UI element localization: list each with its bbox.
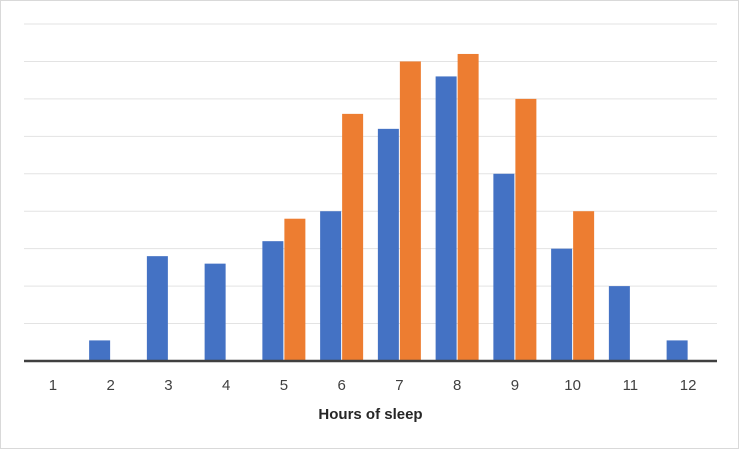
bar-series-1-2 [89,340,111,361]
x-axis-title: Hours of sleep [318,406,422,423]
bar-series-1-7 [377,128,399,361]
bar-series-1-11 [608,286,630,361]
x-axis-tick-labels: 1 2 3 4 5 6 7 8 9 10 11 12 [49,377,697,394]
x-tick-label-2: 2 [106,377,114,394]
x-tick-label-1: 1 [49,377,57,394]
bar-series-1-12 [666,340,688,361]
bar-series-1-6 [320,211,342,361]
x-tick-label-9: 9 [511,377,519,394]
bar-series-2-5 [284,218,306,361]
x-tick-label-8: 8 [453,377,461,394]
bar-series-1-5 [262,241,284,361]
bar-series-1-8 [435,76,457,361]
bar-series-2-9 [515,98,537,361]
bar-series-2-10 [573,211,595,361]
x-tick-label-10: 10 [564,377,581,394]
x-tick-label-5: 5 [280,377,288,394]
bar-series-1-9 [493,173,515,361]
x-tick-label-4: 4 [222,377,230,394]
bar-series-2-7 [399,61,421,361]
x-tick-label-7: 7 [395,377,403,394]
gridlines [24,23,717,325]
x-tick-label-6: 6 [337,377,345,394]
x-tick-label-11: 11 [623,377,639,394]
bar-series-2-8 [457,53,479,361]
x-tick-label-3: 3 [164,377,172,394]
bar-series-1-3 [146,256,168,361]
x-tick-label-12: 12 [680,377,697,394]
bar-series-1-10 [551,248,573,361]
bar-series-2-6 [342,113,364,361]
bar-series-1-4 [204,263,226,361]
bars [89,53,688,361]
